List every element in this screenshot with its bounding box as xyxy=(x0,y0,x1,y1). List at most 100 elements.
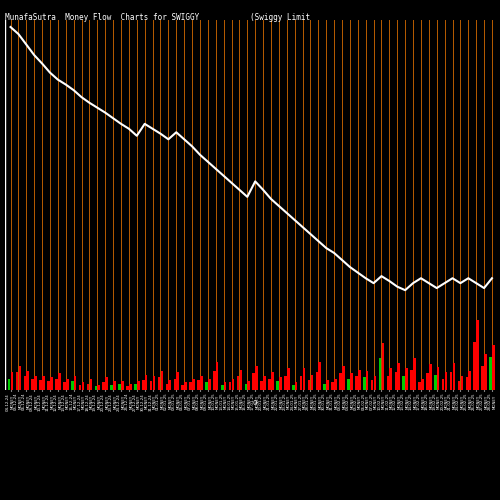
Bar xyxy=(129,384,132,390)
Bar xyxy=(358,370,360,390)
Bar xyxy=(205,382,208,390)
Bar xyxy=(316,372,318,390)
Bar xyxy=(74,376,76,390)
Bar xyxy=(382,343,384,390)
Bar xyxy=(444,372,448,390)
Bar xyxy=(166,384,168,390)
Bar xyxy=(355,376,358,390)
Bar xyxy=(32,378,34,390)
Bar xyxy=(263,376,266,390)
Bar xyxy=(418,382,421,390)
Bar xyxy=(300,376,302,390)
Bar xyxy=(324,384,326,390)
Text: 0: 0 xyxy=(253,400,258,406)
Bar xyxy=(174,378,176,390)
Bar xyxy=(326,380,329,390)
Bar xyxy=(340,374,342,390)
Bar xyxy=(182,385,184,390)
Bar xyxy=(406,368,408,390)
Bar xyxy=(240,370,242,390)
Bar xyxy=(398,363,400,390)
Bar xyxy=(347,378,350,390)
Bar xyxy=(121,381,124,390)
Bar xyxy=(276,381,279,390)
Bar xyxy=(302,368,306,390)
Bar xyxy=(437,367,440,390)
Bar xyxy=(482,366,484,390)
Bar xyxy=(287,368,290,390)
Bar xyxy=(137,381,140,390)
Bar xyxy=(421,378,424,390)
Bar xyxy=(18,366,21,390)
Bar xyxy=(248,381,250,390)
Bar xyxy=(310,374,313,390)
Bar xyxy=(390,368,392,390)
Bar xyxy=(150,381,152,390)
Bar xyxy=(378,358,382,390)
Bar xyxy=(10,372,14,390)
Bar xyxy=(106,377,108,390)
Bar xyxy=(371,380,374,390)
Bar xyxy=(434,374,436,390)
Bar xyxy=(474,342,476,390)
Bar xyxy=(295,382,298,390)
Text: MunafaSutra  Money Flow  Charts for SWIGGY: MunafaSutra Money Flow Charts for SWIGGY xyxy=(5,12,199,22)
Bar xyxy=(176,372,179,390)
Bar xyxy=(26,371,29,390)
Bar xyxy=(40,380,42,390)
Bar xyxy=(224,382,226,390)
Bar xyxy=(8,378,10,390)
Bar xyxy=(184,382,187,390)
Bar xyxy=(90,378,92,390)
Bar xyxy=(126,386,129,390)
Bar xyxy=(158,377,160,390)
Bar xyxy=(110,385,113,390)
Bar xyxy=(308,380,310,390)
Bar xyxy=(221,385,224,390)
Bar xyxy=(468,371,471,390)
Bar xyxy=(350,374,352,390)
Bar xyxy=(208,378,210,390)
Bar xyxy=(229,382,232,390)
Bar xyxy=(197,380,200,390)
Bar xyxy=(363,377,366,390)
Bar xyxy=(86,384,90,390)
Bar xyxy=(94,386,97,390)
Bar xyxy=(318,362,321,390)
Bar xyxy=(426,374,428,390)
Bar xyxy=(292,385,294,390)
Bar xyxy=(386,376,390,390)
Bar xyxy=(98,385,100,390)
Bar xyxy=(34,376,37,390)
Bar xyxy=(200,376,202,390)
Bar xyxy=(118,384,121,390)
Bar xyxy=(58,374,60,390)
Bar xyxy=(113,381,116,390)
Bar xyxy=(492,346,494,390)
Bar xyxy=(484,354,487,390)
Bar xyxy=(71,381,74,390)
Bar xyxy=(102,382,105,390)
Bar xyxy=(402,376,405,390)
Text: (Swiggy Limit: (Swiggy Limit xyxy=(250,12,310,22)
Bar xyxy=(429,364,432,390)
Bar xyxy=(232,378,234,390)
Bar xyxy=(332,382,334,390)
Bar xyxy=(216,362,218,390)
Bar xyxy=(260,381,263,390)
Bar xyxy=(450,372,452,390)
Bar xyxy=(466,377,468,390)
Bar xyxy=(142,380,144,390)
Bar xyxy=(55,378,58,390)
Bar xyxy=(442,378,444,390)
Bar xyxy=(145,374,148,390)
Bar xyxy=(168,380,171,390)
Bar xyxy=(334,378,337,390)
Bar xyxy=(192,378,195,390)
Bar xyxy=(236,376,240,390)
Bar xyxy=(342,366,345,390)
Bar xyxy=(66,378,68,390)
Bar xyxy=(152,376,156,390)
Bar xyxy=(190,382,192,390)
Bar xyxy=(413,358,416,390)
